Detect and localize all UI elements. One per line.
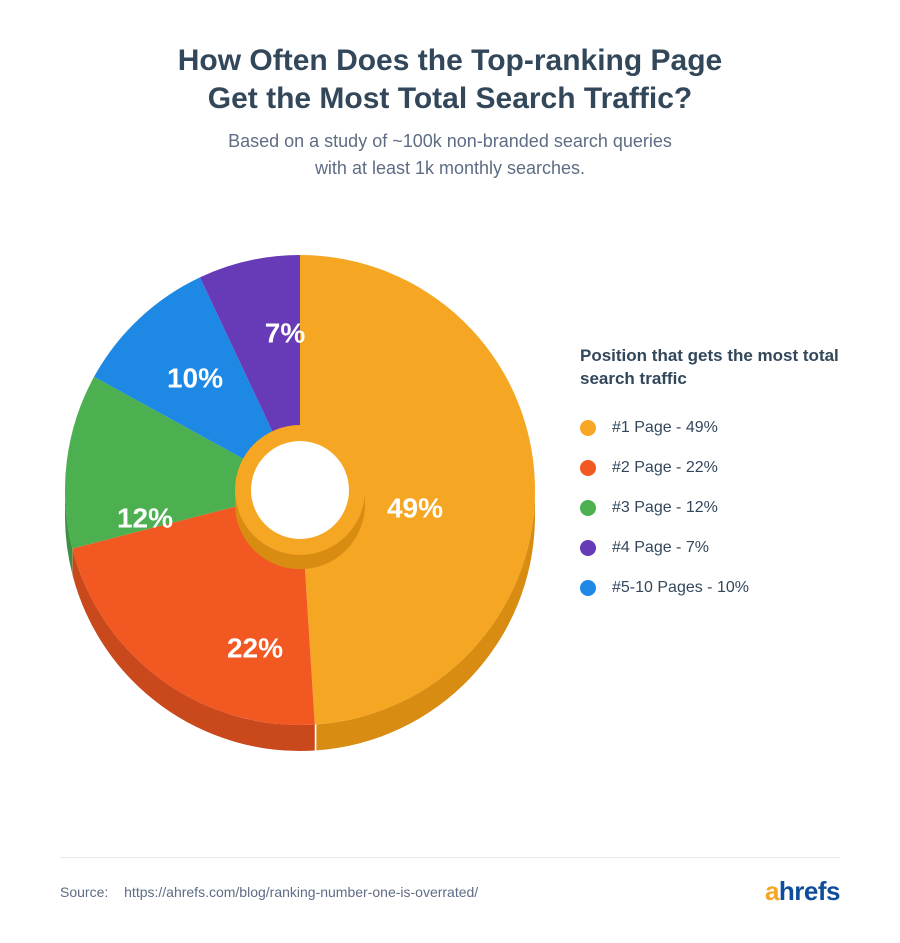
source-label: Source: xyxy=(60,884,108,900)
legend-item: #1 Page - 49% xyxy=(580,419,860,437)
brand-accent-char: a xyxy=(765,876,779,906)
infographic-canvas: How Often Does the Top-ranking Page Get … xyxy=(0,0,900,943)
legend-label: #3 Page - 12% xyxy=(612,499,718,517)
legend-swatch xyxy=(580,460,596,476)
legend-label: #2 Page - 22% xyxy=(612,459,718,477)
legend-swatch xyxy=(580,540,596,556)
legend-item: #4 Page - 7% xyxy=(580,539,860,557)
chart-subtitle-line1: Based on a study of ~100k non-branded se… xyxy=(228,131,672,151)
brand-logo: ahrefs xyxy=(765,876,840,907)
pie-label-p3: 12% xyxy=(117,502,173,533)
legend-item: #5-10 Pages - 10% xyxy=(580,579,860,597)
brand-rest-text: hrefs xyxy=(779,876,840,906)
legend-swatch xyxy=(580,580,596,596)
legend-label: #4 Page - 7% xyxy=(612,539,709,557)
chart-subtitle: Based on a study of ~100k non-branded se… xyxy=(0,128,900,182)
pie-label-p2: 22% xyxy=(227,632,283,663)
legend-swatch xyxy=(580,500,596,516)
pie-label-p1: 49% xyxy=(387,492,443,523)
chart-subtitle-line2: with at least 1k monthly searches. xyxy=(315,158,585,178)
chart-title-line1: How Often Does the Top-ranking Page xyxy=(178,44,722,77)
donut-chart: 49% 22% 12% 10% 7% xyxy=(65,255,535,785)
legend-label: #5-10 Pages - 10% xyxy=(612,579,749,597)
inner-hole xyxy=(251,441,349,539)
pie-label-p5_10: 10% xyxy=(167,362,223,393)
legend-swatch xyxy=(580,420,596,436)
chart-title-line2: Get the Most Total Search Traffic? xyxy=(208,82,693,115)
pie-label-p4: 7% xyxy=(265,317,306,348)
legend-title: Position that gets the most total search… xyxy=(580,345,860,391)
chart-title: How Often Does the Top-ranking Page Get … xyxy=(0,42,900,117)
footer: Source: https://ahrefs.com/blog/ranking-… xyxy=(60,857,840,907)
legend-item: #2 Page - 22% xyxy=(580,459,860,477)
legend-item: #3 Page - 12% xyxy=(580,499,860,517)
legend: Position that gets the most total search… xyxy=(580,345,860,619)
source-text: Source: https://ahrefs.com/blog/ranking-… xyxy=(60,884,478,900)
legend-label: #1 Page - 49% xyxy=(612,419,718,437)
source-url: https://ahrefs.com/blog/ranking-number-o… xyxy=(124,884,478,900)
